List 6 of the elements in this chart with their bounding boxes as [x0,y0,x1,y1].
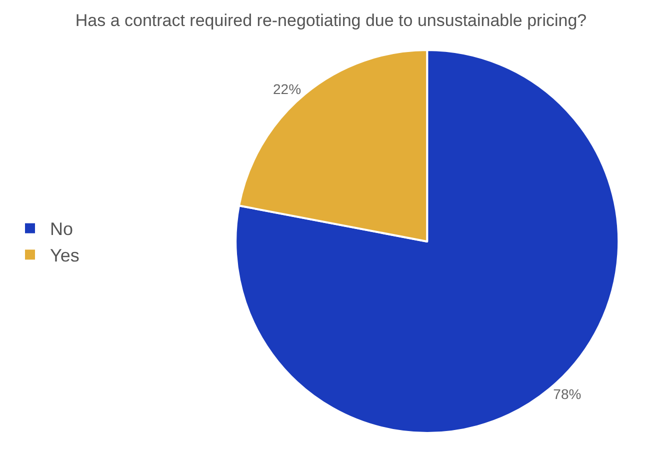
data-label: 78% [553,386,582,402]
chart-title: Has a contract required re-negotiating due to unsustainable pricing? [75,10,587,30]
data-label: 22% [273,81,302,98]
legend-label: No [50,219,74,240]
pie-slice [234,49,620,434]
legend-label: Yes [50,246,80,266]
